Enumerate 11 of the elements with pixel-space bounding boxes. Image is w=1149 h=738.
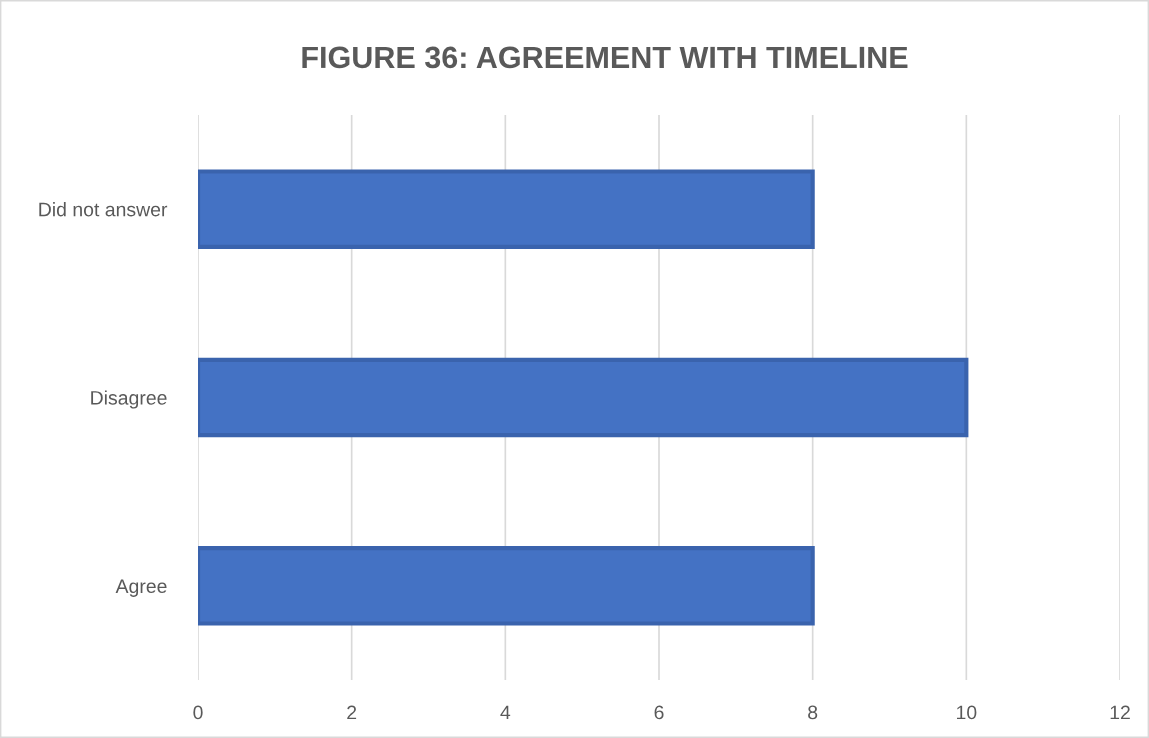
x-tick-label: 8: [808, 705, 818, 720]
x-tick-label: 2: [347, 705, 357, 720]
y-tick-label: Disagree: [91, 390, 167, 409]
x-tick-label: 6: [654, 705, 664, 720]
x-tick-label: 12: [1110, 705, 1130, 720]
y-tick-label: Did not answer: [39, 202, 168, 217]
x-tick-label: 4: [500, 705, 511, 720]
x-tick-label: 10: [957, 705, 977, 720]
x-tick-label: 0: [193, 705, 203, 720]
y-tick-label: Agree: [115, 579, 167, 597]
chart-title: FIGURE 36: AGREEMENT WITH TIMELINE: [302, 46, 908, 69]
